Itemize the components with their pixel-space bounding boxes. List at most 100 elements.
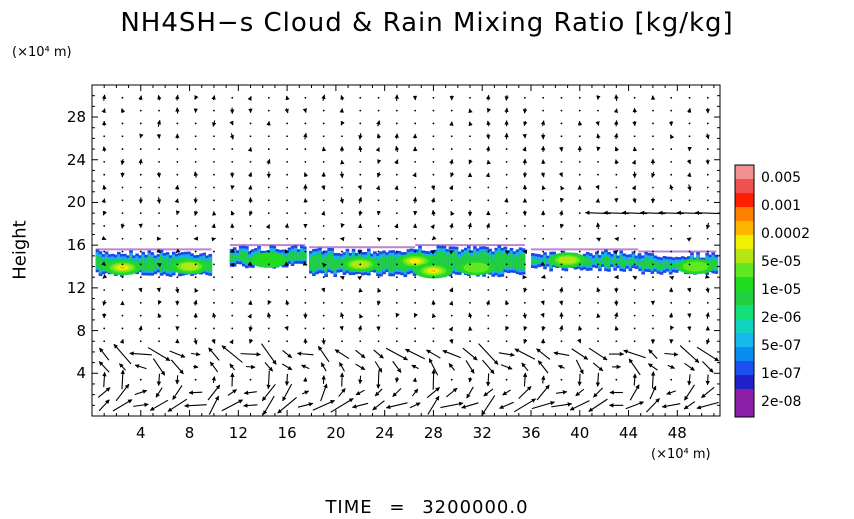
wind-vector bbox=[249, 237, 252, 240]
wind-vector bbox=[652, 186, 654, 189]
wind-vector bbox=[176, 148, 179, 150]
wind-vector bbox=[559, 197, 565, 203]
wind-vector bbox=[304, 276, 307, 279]
wind-vector bbox=[553, 351, 570, 356]
wind-vector bbox=[469, 96, 471, 99]
colorbar-label: 0.005 bbox=[761, 170, 802, 186]
cloud-cell bbox=[613, 256, 617, 266]
wind-vector bbox=[231, 96, 234, 99]
wind-vector bbox=[247, 147, 253, 152]
wind-vector bbox=[514, 348, 536, 360]
wind-vector bbox=[504, 250, 510, 255]
wind-vector bbox=[121, 199, 124, 202]
colorbar-swatch bbox=[735, 235, 754, 249]
wind-vector bbox=[359, 237, 362, 240]
wind-vector bbox=[468, 121, 473, 127]
wind-vector bbox=[632, 121, 637, 127]
wind-vector bbox=[560, 378, 563, 381]
wind-vector bbox=[121, 135, 124, 138]
wind-vector bbox=[157, 299, 162, 305]
wind-vector bbox=[139, 250, 142, 253]
wind-vector bbox=[430, 197, 436, 203]
wind-vector bbox=[317, 345, 330, 363]
wind-vector bbox=[102, 300, 107, 306]
wind-vector bbox=[706, 96, 709, 99]
wind-vector bbox=[355, 349, 366, 359]
wind-vector bbox=[138, 95, 143, 101]
wind-vector bbox=[194, 288, 199, 293]
wind-vector bbox=[139, 378, 142, 381]
cloud-core bbox=[430, 269, 436, 272]
wind-vector bbox=[461, 402, 479, 409]
wind-vector bbox=[578, 96, 581, 99]
wind-vector bbox=[230, 262, 235, 268]
wind-vector bbox=[652, 289, 654, 291]
wind-vector bbox=[359, 160, 362, 163]
wind-vector bbox=[668, 312, 674, 319]
wind-vector bbox=[229, 120, 234, 126]
wind-vector bbox=[359, 313, 364, 319]
wind-vector bbox=[103, 173, 106, 176]
chart-title: NH4SH−s Cloud & Rain Mixing Ratio [kg/kg… bbox=[120, 8, 734, 38]
wind-vector bbox=[542, 250, 545, 253]
wind-vector bbox=[633, 301, 636, 304]
wind-vector bbox=[661, 403, 681, 409]
wind-vector bbox=[688, 199, 691, 202]
wind-vector bbox=[613, 249, 619, 255]
wind-vector bbox=[688, 301, 691, 304]
wind-vector bbox=[649, 385, 657, 400]
cloud-cell bbox=[601, 257, 605, 263]
wind-vector bbox=[450, 276, 453, 279]
wind-vector bbox=[395, 263, 398, 266]
wind-vector bbox=[592, 362, 604, 372]
wind-vector bbox=[322, 250, 325, 253]
wind-vector bbox=[596, 237, 602, 242]
wind-vector bbox=[121, 289, 124, 291]
wind-vector bbox=[231, 160, 234, 163]
wind-vector bbox=[212, 312, 217, 319]
cloud-cell bbox=[379, 257, 383, 272]
wind-vector bbox=[339, 236, 345, 242]
cloud-cell bbox=[631, 257, 636, 264]
wind-vector bbox=[428, 358, 439, 376]
cloud-cell bbox=[229, 254, 234, 262]
wind-vector bbox=[578, 276, 581, 279]
wind-vector bbox=[705, 374, 710, 386]
wind-vector bbox=[615, 173, 618, 176]
wind-vector bbox=[394, 133, 399, 139]
wind-vector bbox=[377, 263, 380, 266]
wind-vector bbox=[540, 300, 545, 306]
wind-vector bbox=[468, 377, 473, 383]
wind-vector bbox=[302, 108, 307, 113]
wind-vector bbox=[376, 237, 382, 242]
cloud-cell bbox=[521, 254, 526, 270]
wind-vector bbox=[208, 347, 220, 361]
wind-vector bbox=[139, 314, 142, 317]
wind-vector bbox=[578, 237, 581, 240]
cloud-cell bbox=[662, 261, 667, 269]
wind-vector bbox=[330, 398, 354, 413]
wind-vector bbox=[652, 122, 654, 125]
wind-vector bbox=[523, 263, 526, 266]
wind-vector bbox=[157, 313, 162, 318]
cloud-core bbox=[180, 262, 199, 271]
wind-vector bbox=[445, 387, 458, 398]
wind-vector bbox=[588, 347, 608, 361]
wind-vector bbox=[426, 349, 441, 359]
wind-vector bbox=[120, 158, 125, 166]
wind-vector bbox=[261, 383, 276, 402]
wind-vector bbox=[212, 120, 217, 127]
wind-vector bbox=[175, 375, 180, 385]
colorbar-label: 1e-05 bbox=[761, 282, 802, 298]
wind-vector bbox=[213, 301, 215, 304]
wind-vector bbox=[575, 388, 585, 397]
time-value: 3200000.0 bbox=[422, 497, 529, 518]
wind-vector bbox=[652, 148, 654, 150]
wind-vector bbox=[284, 108, 289, 114]
wind-vector bbox=[213, 263, 215, 266]
cloud-cell bbox=[312, 254, 316, 272]
cloud-cell bbox=[454, 252, 459, 270]
wind-vector bbox=[213, 160, 215, 163]
wind-vector bbox=[485, 299, 490, 306]
wind-vector bbox=[304, 212, 307, 215]
